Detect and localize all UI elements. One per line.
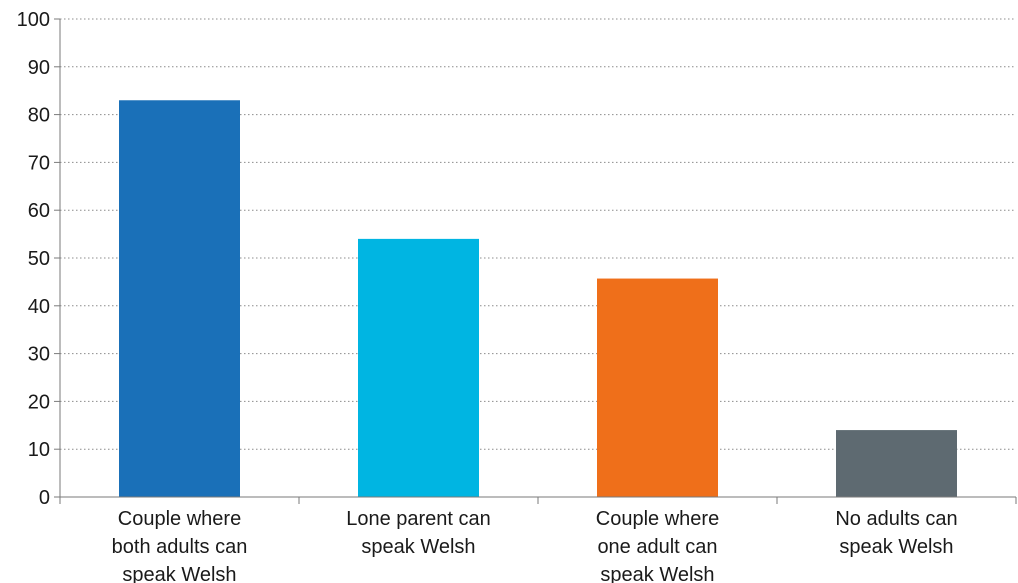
x-category-label-3: No adults can speak Welsh	[835, 508, 957, 558]
y-tick-labels: 0 10 20 30 40 50 60 70 80 90 100	[17, 9, 50, 509]
y-tick-label-3: 30	[28, 344, 50, 366]
axes	[54, 18, 1017, 504]
y-tick-label-2: 20	[28, 391, 50, 413]
x-category-label-2: Couple where one adult can speak Welsh	[596, 508, 719, 583]
y-tick-label-6: 60	[28, 200, 50, 222]
y-tick-label-10: 100	[17, 9, 50, 31]
y-tick-label-1: 10	[28, 439, 50, 461]
y-tick-label-7: 70	[28, 152, 50, 174]
bar-2	[597, 278, 718, 497]
x-category-labels: Couple where both adults can speak Welsh Lo…	[112, 508, 958, 583]
bar-3	[836, 430, 957, 497]
y-tick-label-5: 50	[28, 248, 50, 270]
y-tick-label-4: 40	[28, 296, 50, 318]
bars	[119, 100, 957, 497]
x-category-label-0: Couple where both adults can speak Welsh	[112, 508, 248, 583]
y-tick-label-9: 90	[28, 57, 50, 79]
y-tick-label-8: 80	[28, 105, 50, 127]
y-tick-label-0: 0	[39, 487, 50, 509]
bar-1	[358, 238, 479, 497]
bar-0	[119, 100, 240, 497]
x-category-label-1: Lone parent can speak Welsh	[346, 508, 491, 558]
